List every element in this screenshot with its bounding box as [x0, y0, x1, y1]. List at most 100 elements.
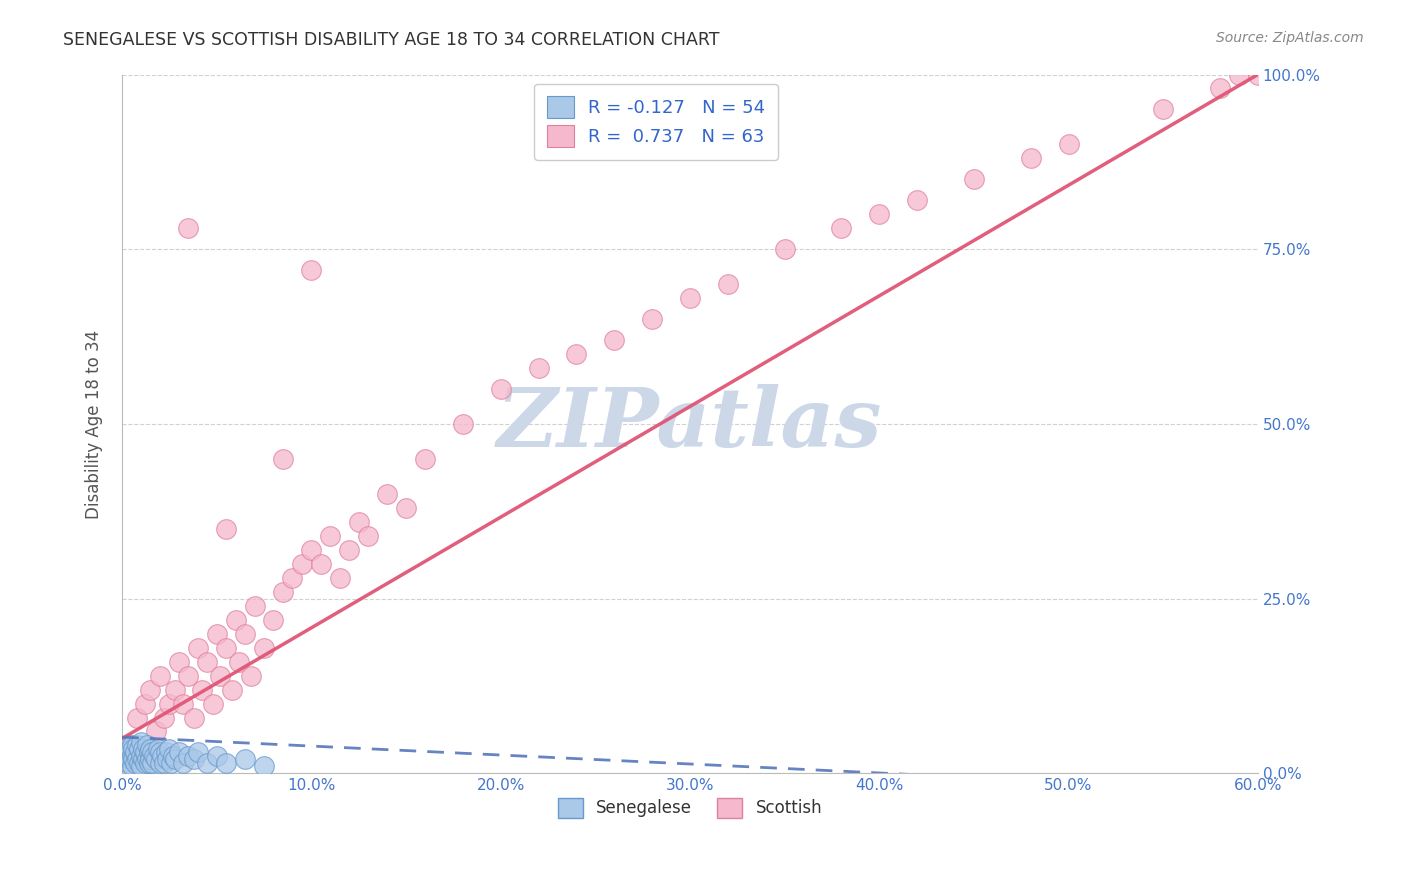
Point: [299, 263, 322, 277]
Point: [167, 746, 190, 760]
Point: [868, 207, 890, 221]
Point: [215, 640, 238, 655]
Text: Source: ZipAtlas.com: Source: ZipAtlas.com: [1216, 31, 1364, 45]
Point: [215, 756, 238, 770]
Point: [357, 529, 380, 543]
Point: [1152, 103, 1174, 117]
Point: [157, 742, 180, 756]
Point: [239, 668, 262, 682]
Point: [329, 571, 352, 585]
Point: [375, 487, 398, 501]
Point: [395, 500, 418, 515]
Point: [143, 748, 166, 763]
Point: [162, 748, 184, 763]
Point: [177, 668, 200, 682]
Point: [118, 752, 141, 766]
Point: [122, 752, 145, 766]
Point: [139, 742, 162, 756]
Point: [233, 626, 256, 640]
Point: [830, 221, 852, 235]
Point: [134, 746, 156, 760]
Point: [146, 742, 169, 756]
Point: [603, 333, 626, 347]
Point: [1019, 152, 1042, 166]
Point: [152, 756, 174, 770]
Point: [138, 756, 160, 770]
Point: [209, 668, 232, 682]
Point: [121, 759, 143, 773]
Point: [263, 613, 285, 627]
Point: [773, 242, 796, 256]
Point: [122, 742, 145, 756]
Point: [132, 742, 155, 756]
Point: [132, 752, 155, 766]
Point: [145, 752, 167, 766]
Point: [135, 752, 157, 766]
Point: [156, 752, 179, 766]
Point: [145, 724, 167, 739]
Point: [177, 748, 200, 763]
Legend: Senegalese, Scottish: Senegalese, Scottish: [551, 791, 828, 824]
Point: [963, 172, 986, 186]
Point: [138, 746, 160, 760]
Point: [271, 584, 294, 599]
Text: ZIPatlas: ZIPatlas: [498, 384, 883, 464]
Point: [243, 599, 266, 613]
Point: [413, 451, 436, 466]
Point: [190, 682, 212, 697]
Point: [121, 748, 143, 763]
Point: [177, 221, 200, 235]
Point: [1057, 137, 1080, 152]
Point: [128, 756, 150, 770]
Point: [124, 756, 146, 770]
Point: [121, 739, 143, 753]
Point: [139, 752, 162, 766]
Point: [221, 682, 243, 697]
Point: [134, 697, 156, 711]
Point: [127, 739, 149, 753]
Point: [195, 756, 218, 770]
Point: [337, 542, 360, 557]
Point: [152, 710, 174, 724]
Point: [127, 710, 149, 724]
Point: [215, 522, 238, 536]
Point: [1209, 81, 1232, 95]
Point: [183, 752, 205, 766]
Point: [281, 571, 304, 585]
Point: [117, 739, 139, 753]
Point: [201, 697, 224, 711]
Point: [160, 756, 183, 770]
Point: [228, 655, 250, 669]
Point: [157, 697, 180, 711]
Point: [905, 194, 928, 208]
Point: [451, 417, 474, 431]
Point: [129, 759, 152, 773]
Point: [141, 746, 163, 760]
Point: [253, 640, 276, 655]
Point: [139, 682, 162, 697]
Y-axis label: Disability Age 18 to 34: Disability Age 18 to 34: [86, 329, 103, 518]
Point: [134, 756, 156, 770]
Text: SENEGALESE VS SCOTTISH DISABILITY AGE 18 TO 34 CORRELATION CHART: SENEGALESE VS SCOTTISH DISABILITY AGE 18…: [63, 31, 720, 49]
Point: [489, 382, 512, 396]
Point: [187, 746, 209, 760]
Point: [195, 655, 218, 669]
Point: [233, 752, 256, 766]
Point: [225, 613, 247, 627]
Point: [141, 756, 163, 770]
Point: [205, 748, 228, 763]
Point: [565, 347, 588, 361]
Point: [679, 291, 702, 305]
Point: [1227, 68, 1250, 82]
Point: [129, 748, 152, 763]
Point: [205, 626, 228, 640]
Point: [155, 746, 177, 760]
Point: [150, 748, 173, 763]
Point: [127, 752, 149, 766]
Point: [172, 697, 194, 711]
Point: [319, 529, 342, 543]
Point: [149, 756, 172, 770]
Point: [149, 746, 172, 760]
Point: [165, 682, 187, 697]
Point: [253, 759, 276, 773]
